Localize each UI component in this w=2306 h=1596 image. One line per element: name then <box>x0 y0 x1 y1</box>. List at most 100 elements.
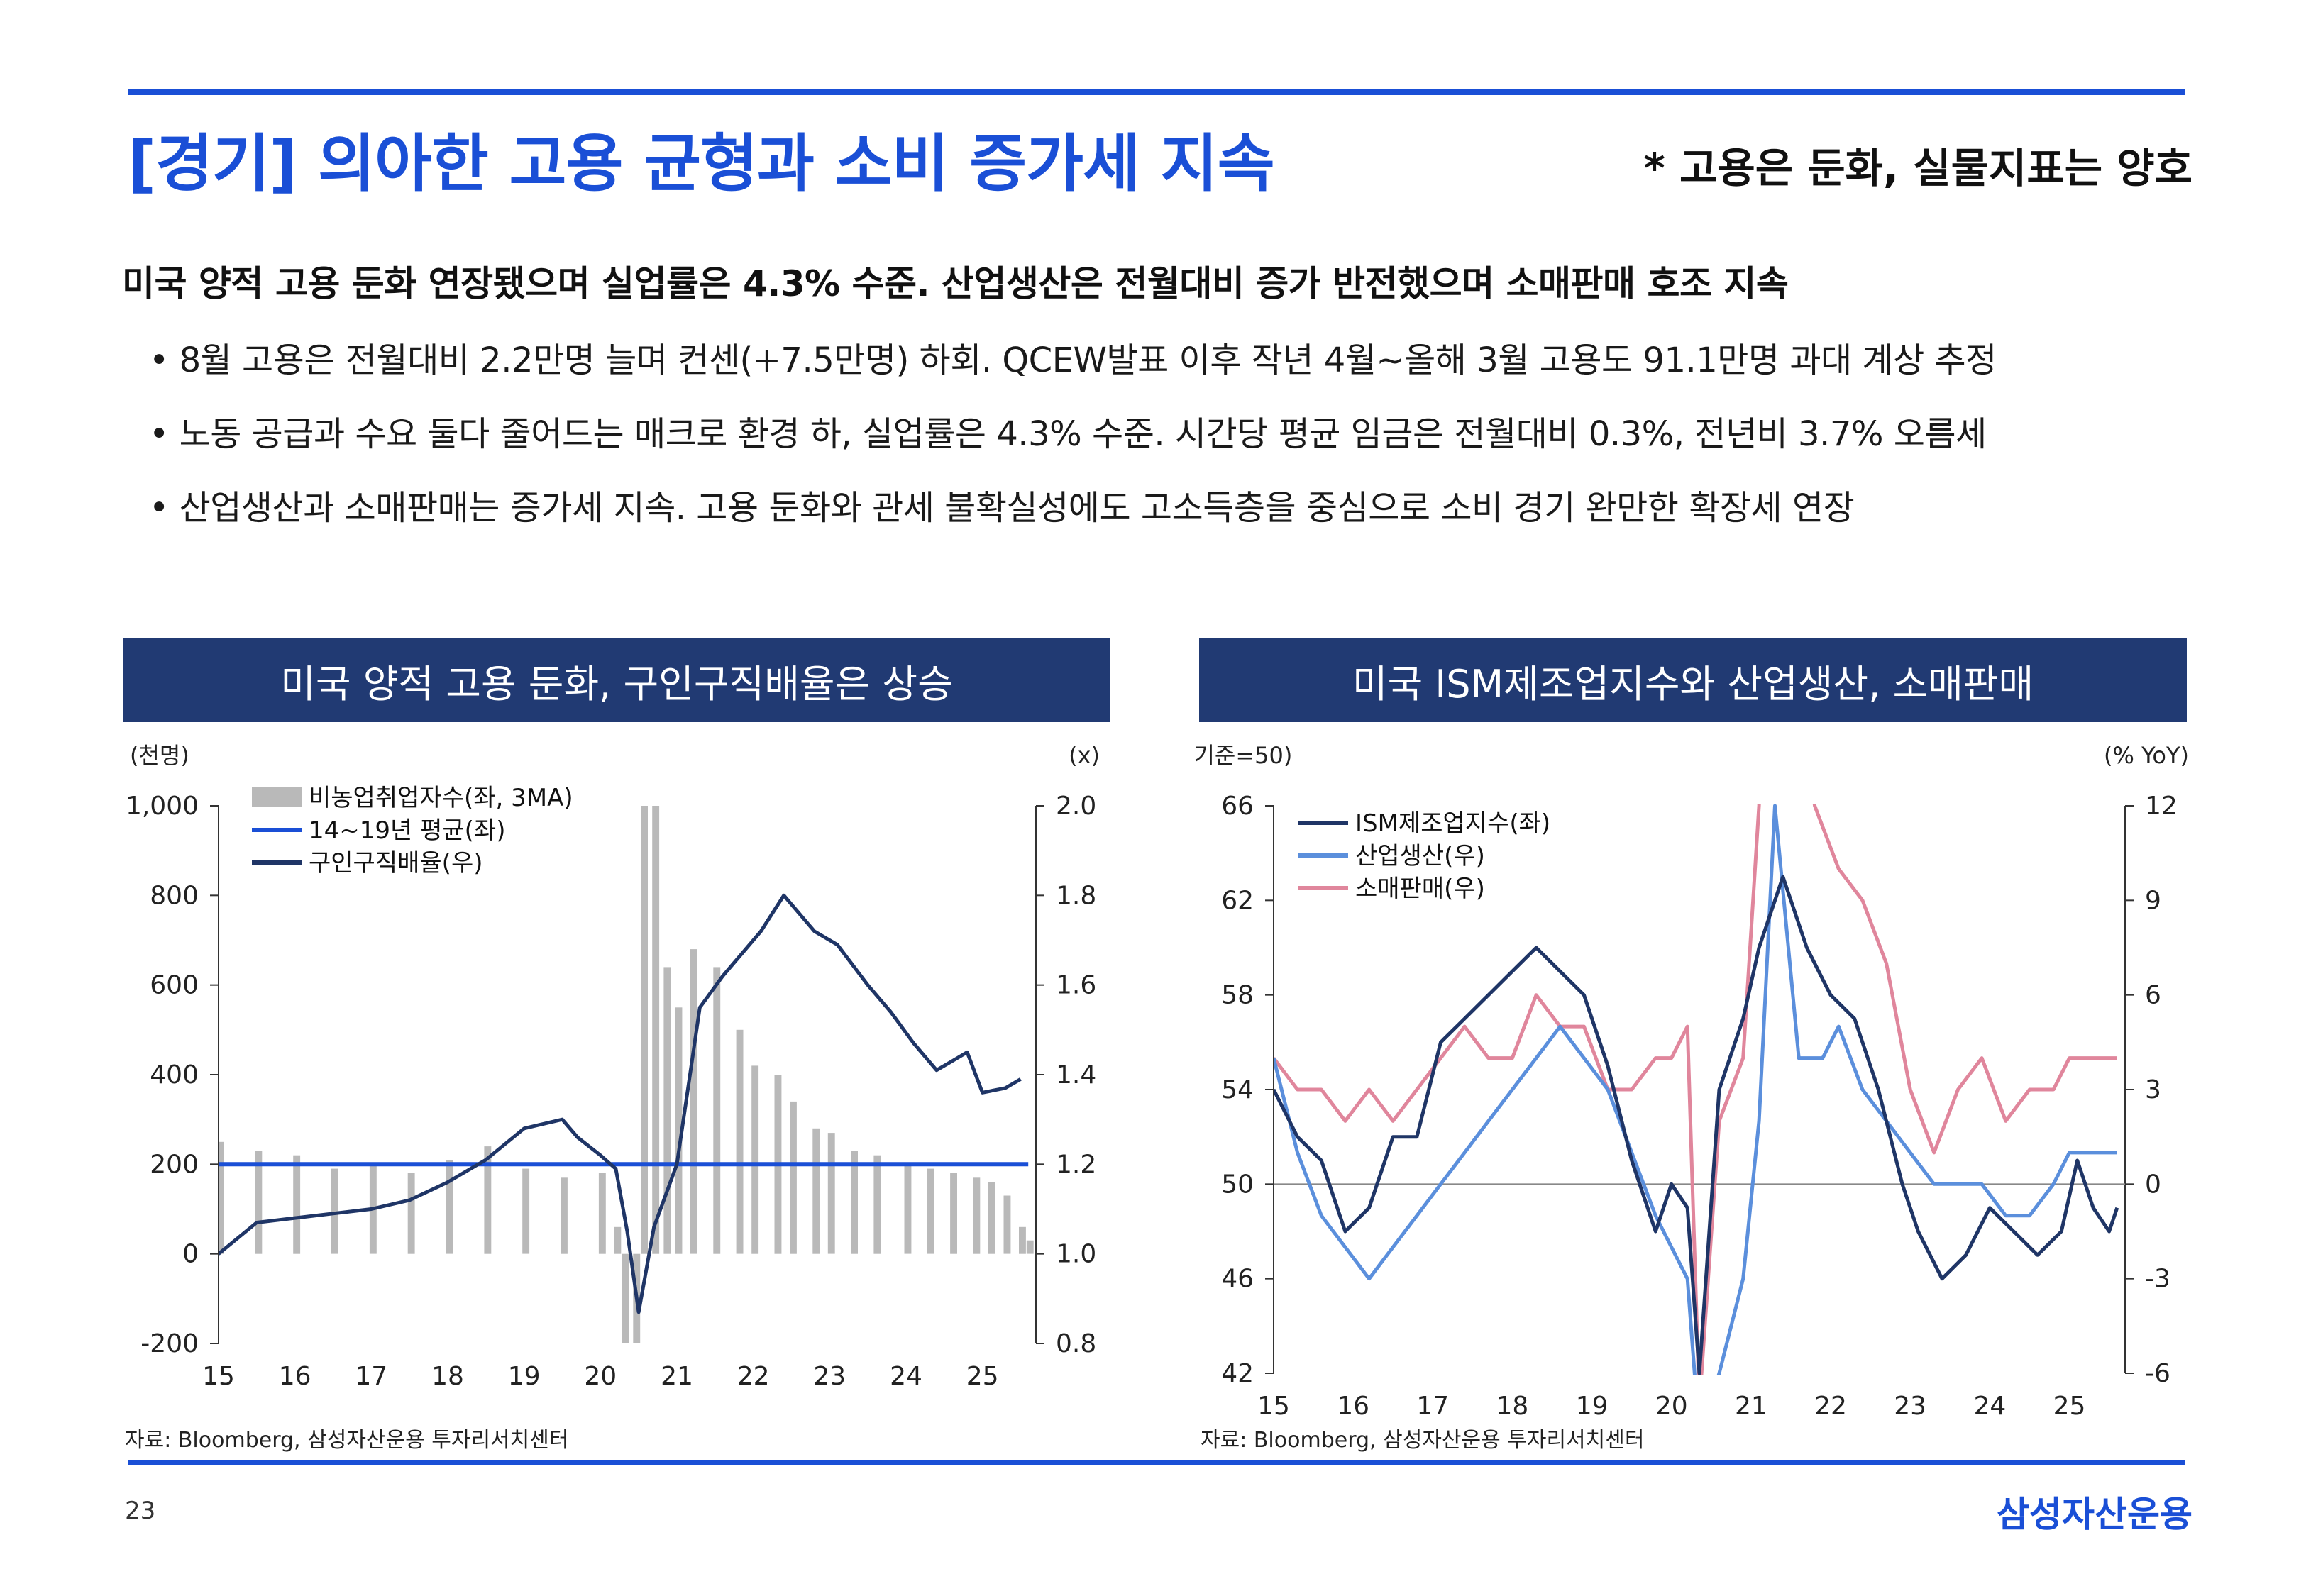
chart1-bar <box>736 1029 744 1254</box>
chart1-bar <box>598 1173 606 1254</box>
chart1-plot: (천명) (x) 1,000 800 600 400 200 0 -200 2.0 1.8 1.6 1.… <box>126 742 1100 1391</box>
chart1-bar <box>331 1168 338 1254</box>
bullet-3: • 산업생산과 소매판매는 증가세 지속. 고용 둔화와 관세 불확실성에도 고… <box>149 488 1855 528</box>
chart1-bar <box>484 1146 492 1254</box>
chart2-x-tick-label: 25 <box>2053 1392 2086 1419</box>
chart2-legend-label: 산업생산(우) <box>1355 842 1485 870</box>
chart2-x-tick-label: 23 <box>1894 1392 1926 1419</box>
chart1-bar <box>293 1155 301 1254</box>
chart2-line-industrial <box>1274 804 2117 1375</box>
chart2-source: 자료: Bloomberg, 삼성자산운용 투자리서치센터 <box>1201 1428 1645 1453</box>
chart1-bar <box>652 806 660 1254</box>
chart1-bar <box>675 1007 683 1254</box>
chart1-right-unit: (x) <box>1069 742 1100 769</box>
chart1-bar <box>614 1226 622 1254</box>
chart2-x-tick-label: 19 <box>1576 1392 1609 1419</box>
chart1-legend-label: 14~19년 평균(좌) <box>309 816 505 845</box>
chart1-bar <box>1003 1195 1011 1254</box>
chart1-bar <box>663 967 671 1254</box>
chart1-x-tick-label: 16 <box>279 1362 311 1391</box>
chart2-left-tick-label: 54 <box>1221 1075 1254 1104</box>
chart1-bar <box>641 806 648 1254</box>
chart1-x-tick-label: 18 <box>431 1362 464 1391</box>
chart1-x-tick-label: 20 <box>584 1362 617 1391</box>
chart1-bar <box>790 1101 797 1254</box>
chart2-left-tick-label: 46 <box>1221 1265 1254 1294</box>
chart1-x-tick-label: 22 <box>737 1362 770 1391</box>
chart2-x-tick-label: 22 <box>1814 1392 1847 1419</box>
chart1-right-tick-label: 1.0 <box>1056 1240 1096 1269</box>
brand-logo: 삼성자산운용 <box>1997 1494 2192 1535</box>
page-subtitle: * 고용은 둔화, 실물지표는 양호 <box>1643 144 2192 192</box>
chart2-right-tick-label: 12 <box>2145 792 2178 821</box>
chart1-x-tick-label: 15 <box>202 1362 235 1391</box>
chart1-left-tick-label: 800 <box>150 881 199 910</box>
chart2-left-tick-label: 62 <box>1221 886 1254 915</box>
chart1-x-tick-label: 19 <box>508 1362 541 1391</box>
chart2-left-tick-label: 66 <box>1221 792 1254 821</box>
chart2-right-unit: (% YoY) <box>2104 742 2189 769</box>
summary-headline: 미국 양적 고용 둔화 연장됐으며 실업률은 4.3% 수준. 산업생산은 전월… <box>122 263 1789 304</box>
chart2-right-tick-label: -3 <box>2145 1265 2170 1294</box>
chart1-bar <box>1026 1240 1034 1254</box>
chart1-bar <box>690 949 697 1254</box>
chart2-x-tick-label: 15 <box>1257 1392 1290 1419</box>
chart1-bar <box>219 1141 224 1254</box>
chart2-right-tick-label: 0 <box>2145 1170 2161 1199</box>
chart2-x-tick-label: 16 <box>1337 1392 1369 1419</box>
chart1-right-tick-label: 2.0 <box>1056 792 1096 821</box>
chart1-right-tick-label: 1.6 <box>1056 971 1096 1000</box>
chart1-x-tick-label: 21 <box>661 1362 693 1391</box>
chart1-left-tick-label: 400 <box>150 1060 199 1090</box>
chart1-x-tick-label: 17 <box>355 1362 387 1391</box>
chart1-bar <box>446 1160 453 1254</box>
chart2-right-tick-label: 9 <box>2145 886 2161 915</box>
chart2-left-tick-label: 50 <box>1221 1170 1254 1199</box>
chart1-left-tick-label: 600 <box>150 971 199 1000</box>
chart1-line-ratio <box>219 893 1022 1314</box>
chart1-title: 미국 양적 고용 둔화, 구인구직배율은 상승 <box>123 638 1110 722</box>
chart2-left-tick-label: 42 <box>1221 1359 1254 1388</box>
chart1-bar <box>713 967 721 1254</box>
chart1-right-tick-label: 0.8 <box>1056 1329 1096 1358</box>
chart1-bar <box>873 1155 881 1254</box>
chart1-bar <box>827 1133 835 1254</box>
chart1-bar <box>255 1151 263 1254</box>
chart1-bar <box>927 1168 934 1254</box>
chart2-legend-label: 소매판매(우) <box>1355 875 1485 903</box>
bottom-rule <box>128 1460 2185 1465</box>
chart1-left-tick-label: 1,000 <box>126 792 199 821</box>
chart1-left-unit: (천명) <box>130 742 189 769</box>
chart1-bar <box>988 1182 995 1254</box>
chart1-bar <box>904 1164 912 1254</box>
chart1-bar <box>973 1177 981 1254</box>
page-number: 23 <box>125 1497 156 1525</box>
chart1-x-tick-label: 23 <box>813 1362 846 1391</box>
chart1-right-tick-label: 1.2 <box>1056 1150 1096 1179</box>
chart1-bar <box>1019 1226 1026 1254</box>
chart2-x-tick-label: 21 <box>1735 1392 1767 1419</box>
bullet-2: • 노동 공급과 수요 둘다 줄어드는 매크로 환경 하, 실업률은 4.3% … <box>149 414 1987 454</box>
chart1-bar <box>407 1173 415 1254</box>
chart2-right-tick-label: 3 <box>2145 1075 2161 1104</box>
chart1-left-tick-label: 200 <box>150 1150 199 1179</box>
chart2-x-tick-label: 18 <box>1496 1392 1529 1419</box>
chart1-bar <box>561 1177 568 1254</box>
chart1-left-tick-label: 0 <box>182 1240 199 1269</box>
chart2-x-tick-label: 24 <box>1973 1392 2006 1419</box>
chart2-line-retail <box>1274 804 2117 1375</box>
chart2-left-unit: (기준=50) <box>1192 742 1292 769</box>
chart2-line-ism <box>1274 875 2119 1375</box>
top-rule <box>128 89 2185 95</box>
chart1-bar <box>622 1253 629 1343</box>
chart2-left-tick-label: 58 <box>1221 981 1254 1010</box>
chart2-x-tick-label: 17 <box>1416 1392 1449 1419</box>
chart1-legend-label: 비농업취업자수(좌, 3MA) <box>309 784 573 812</box>
chart1-bar <box>751 1065 759 1254</box>
chart1-bar <box>950 1173 957 1254</box>
bullet-1: • 8월 고용은 전월대비 2.2만명 늘며 컨센(+7.5만명) 하회. QC… <box>149 340 1997 380</box>
chart2-right-tick-label: -6 <box>2145 1359 2170 1388</box>
chart2-title: 미국 ISM제조업지수와 산업생산, 소매판매 <box>1199 638 2187 722</box>
chart1-bar <box>522 1168 530 1254</box>
page-title: [경기] 의아한 고용 균형과 소비 증가세 지속 <box>128 127 1275 200</box>
